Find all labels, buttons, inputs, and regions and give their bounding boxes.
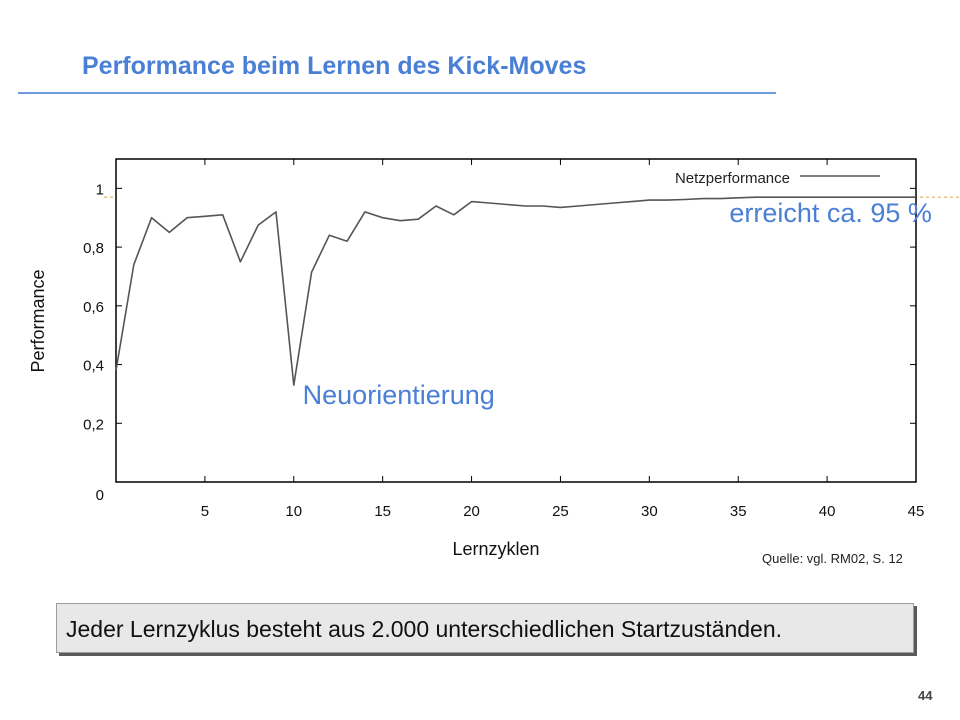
title-underline (18, 92, 776, 94)
x-tick-label: 35 (730, 503, 747, 520)
slide-title: Performance beim Lernen des Kick-Moves (82, 52, 587, 80)
y-tick-label: 0,4 (83, 358, 104, 375)
x-tick-label: 40 (819, 503, 836, 520)
y-axis-label: Performance (28, 269, 48, 372)
y-tick-label: 0,8 (83, 240, 104, 257)
y-tick-label: 1 (96, 181, 104, 198)
x-axis-label: Lernzyklen (452, 539, 539, 559)
annotation-reorientation: Neuorientierung (303, 380, 495, 410)
axis-ticks: 5 10 15 20 25 30 35 40 45 0 0,2 0,4 0,6 0,8 1 (83, 159, 924, 520)
y-tick-label: 0 (96, 487, 104, 504)
x-tick-label: 10 (285, 503, 302, 520)
callout-box: Jeder Lernzyklus besteht aus 2.000 unter… (56, 603, 914, 653)
x-tick-label: 5 (201, 503, 209, 520)
y-tick-label: 0,6 (83, 299, 104, 316)
source-note: Quelle: vgl. RM02, S. 12 (762, 551, 903, 566)
x-tick-label: 20 (463, 503, 480, 520)
x-tick-label: 25 (552, 503, 569, 520)
annotation-reached-95: erreicht ca. 95 % (729, 198, 932, 228)
legend-label: Netzperformance (675, 170, 790, 187)
page-number: 44 (918, 688, 933, 703)
plot-frame (115, 158, 917, 483)
x-tick-label: 30 (641, 503, 658, 520)
x-tick-label: 15 (374, 503, 391, 520)
series-layer (115, 196, 916, 386)
legend: Netzperformance (675, 170, 880, 187)
series-line (115, 196, 916, 386)
x-tick-label: 45 (908, 503, 925, 520)
y-tick-label: 0,2 (83, 416, 104, 433)
